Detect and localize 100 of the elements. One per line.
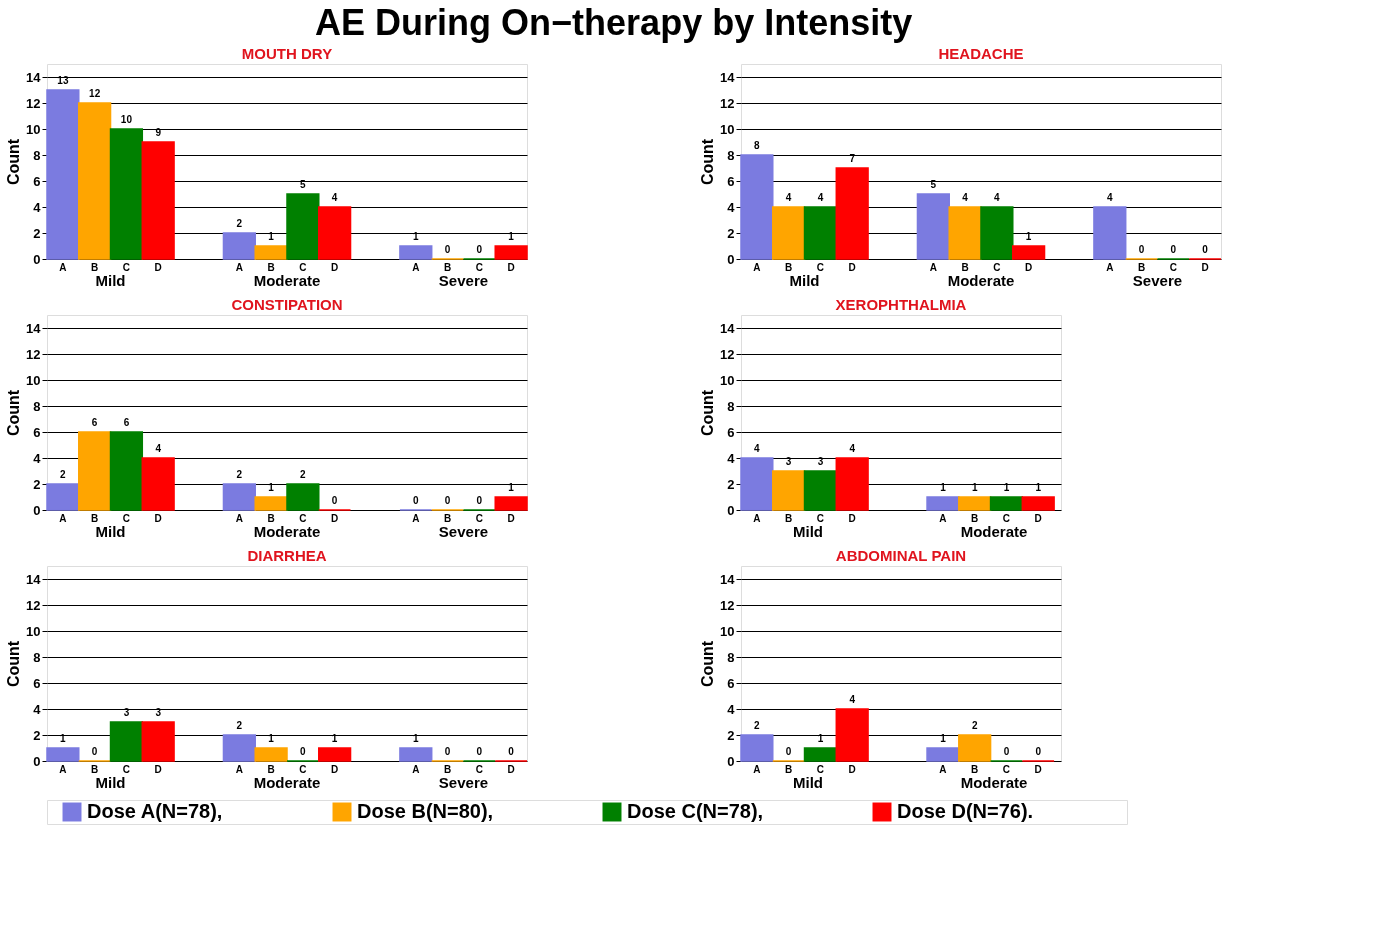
bar xyxy=(494,245,528,260)
data-label: 0 xyxy=(1003,746,1010,757)
data-label: 2 xyxy=(971,720,978,731)
data-label: 0 xyxy=(91,746,98,757)
text: C xyxy=(299,513,307,524)
text: B xyxy=(785,262,793,273)
y-axis-title: Count xyxy=(5,138,23,186)
y-tick-label: 10 xyxy=(26,372,41,388)
x-tick-label: Severe xyxy=(438,271,489,289)
y-tick-label: 6 xyxy=(33,173,41,189)
text: D xyxy=(507,513,515,524)
bar xyxy=(254,747,288,762)
bar xyxy=(46,747,80,762)
y-axis-title: Count xyxy=(699,138,717,186)
y-tick-label: 12 xyxy=(720,346,735,362)
y-tick-label: 6 xyxy=(727,173,735,189)
text: C xyxy=(122,764,131,775)
data-label: 0 xyxy=(508,746,515,757)
data-label: 2 xyxy=(236,469,243,480)
text: C xyxy=(1002,513,1011,524)
bar xyxy=(46,483,80,511)
y-tick-label: 12 xyxy=(26,597,41,613)
y-tick-label: 10 xyxy=(720,623,735,639)
text: A xyxy=(59,262,67,273)
data-label: 4 xyxy=(155,443,162,454)
bar xyxy=(958,496,992,511)
y-tick-label: 0 xyxy=(33,502,41,518)
y-tick-label: 10 xyxy=(26,121,41,137)
data-label: 4 xyxy=(754,443,761,454)
text: C xyxy=(1169,262,1177,273)
text: A xyxy=(753,262,761,273)
x-tick-label: Moderate xyxy=(253,271,321,289)
legend-label: Dose A(N=78), xyxy=(87,800,223,822)
bar xyxy=(740,154,774,260)
bar xyxy=(141,721,175,762)
bar xyxy=(254,496,288,511)
y-tick-label: 6 xyxy=(727,424,735,440)
y-tick-label: 2 xyxy=(33,476,41,492)
y-tick-label: 0 xyxy=(33,251,41,267)
text: D xyxy=(331,513,339,524)
data-label: 6 xyxy=(91,417,98,428)
data-label: 2 xyxy=(236,218,243,229)
text: D xyxy=(154,262,162,273)
bar xyxy=(803,470,838,511)
y-tick-label: 4 xyxy=(33,199,42,215)
y-axis-title: Count xyxy=(5,640,23,688)
bar xyxy=(254,245,288,260)
y-tick-label: 6 xyxy=(727,675,735,691)
text: D xyxy=(848,764,856,775)
x-tick-label: Mild xyxy=(95,522,126,540)
bar xyxy=(948,206,982,260)
text: B xyxy=(785,513,793,524)
y-tick-label: 8 xyxy=(727,147,735,163)
x-tick-label: Mild xyxy=(95,773,126,791)
text: A xyxy=(753,764,761,775)
bar xyxy=(109,431,144,511)
chart-title: DIARRHEA xyxy=(247,547,327,564)
text: C xyxy=(1002,764,1011,775)
x-tick-label: Moderate xyxy=(947,271,1015,289)
data-label: 0 xyxy=(476,244,483,255)
bar xyxy=(46,89,80,260)
text: B xyxy=(443,513,452,524)
text: C xyxy=(816,764,825,775)
text: B xyxy=(785,764,793,775)
bar xyxy=(78,102,112,260)
text: B xyxy=(267,513,275,524)
data-label: 4 xyxy=(785,192,792,203)
bar xyxy=(772,470,806,511)
y-tick-label: 0 xyxy=(727,502,735,518)
text: C xyxy=(122,513,131,524)
bar xyxy=(286,483,320,511)
y-tick-label: 8 xyxy=(727,398,735,414)
chart-title: CONSTIPATION xyxy=(231,296,343,313)
text: B xyxy=(971,513,979,524)
text: D xyxy=(1034,764,1042,775)
text: A xyxy=(939,764,947,775)
text: B xyxy=(267,764,275,775)
text: C xyxy=(475,262,483,273)
text: B xyxy=(91,764,99,775)
bar xyxy=(803,747,838,762)
y-tick-label: 4 xyxy=(33,701,42,717)
text: D xyxy=(154,764,162,775)
bar xyxy=(740,457,774,511)
text: B xyxy=(961,262,969,273)
legend-label: Dose B(N=80), xyxy=(357,800,494,822)
bar xyxy=(141,141,175,260)
data-label: 8 xyxy=(754,140,761,151)
bar xyxy=(109,128,144,260)
bar xyxy=(926,747,960,762)
y-tick-label: 4 xyxy=(727,199,736,215)
data-label: 2 xyxy=(236,720,243,731)
chart-title: MOUTH DRY xyxy=(241,45,333,62)
y-tick-label: 10 xyxy=(720,372,735,388)
bar xyxy=(1021,496,1055,511)
legend-label: Dose D(N=76). xyxy=(897,800,1034,822)
y-tick-label: 14 xyxy=(26,69,42,85)
bar xyxy=(916,193,950,260)
y-tick-label: 12 xyxy=(720,95,735,111)
y-tick-label: 2 xyxy=(727,225,735,241)
y-tick-label: 12 xyxy=(720,597,735,613)
